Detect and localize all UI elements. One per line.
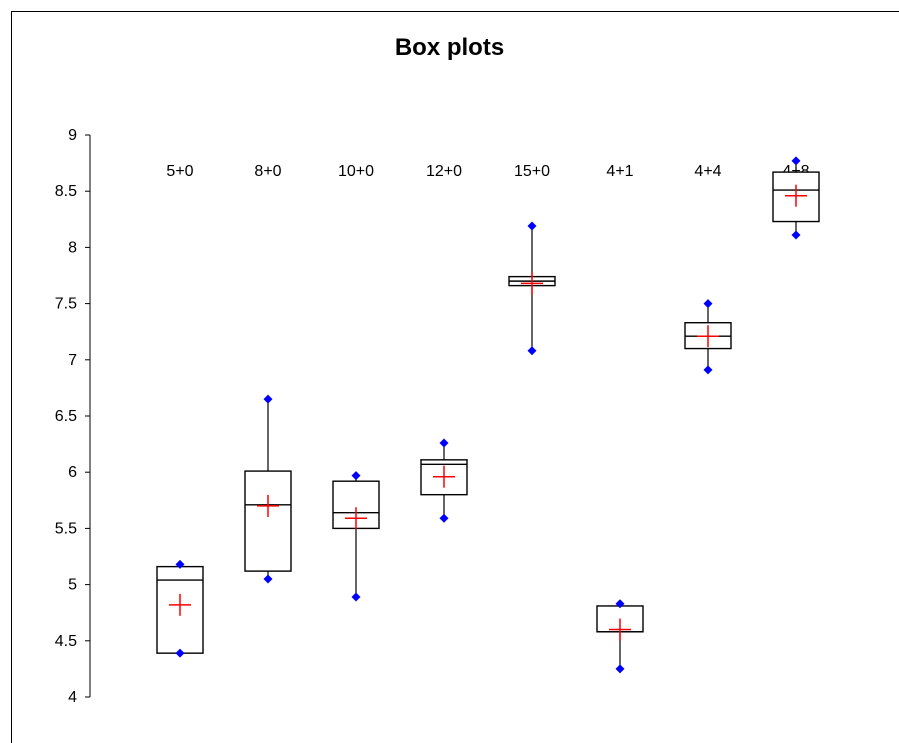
y-tick-label: 6.5 [55, 408, 77, 425]
y-tick-label: 5.5 [55, 520, 77, 537]
max-point [175, 559, 185, 569]
category-label: 12+0 [426, 163, 462, 180]
y-tick-label: 4.5 [55, 633, 77, 650]
y-tick-label: 9 [68, 127, 77, 144]
max-point [263, 394, 273, 404]
min-point [703, 365, 713, 375]
min-point [615, 664, 625, 674]
y-tick-label: 5 [68, 577, 77, 594]
y-tick-label: 6 [68, 464, 77, 481]
y-tick-label: 8 [68, 239, 77, 256]
chart-frame [11, 11, 899, 743]
max-point [527, 221, 537, 231]
min-point [439, 513, 449, 523]
y-tick-label: 4 [68, 689, 77, 706]
category-label: 8+0 [254, 163, 281, 180]
category-label: 4+1 [606, 163, 633, 180]
category-label: 5+0 [166, 163, 193, 180]
y-tick-label: 7 [68, 352, 77, 369]
max-point [703, 299, 713, 309]
box [244, 470, 292, 572]
min-point [791, 230, 801, 240]
max-point [791, 156, 801, 166]
category-label: 4+4 [694, 163, 721, 180]
min-point [175, 648, 185, 658]
y-tick-label: 8.5 [55, 183, 77, 200]
chart-title: Box plots [394, 34, 505, 61]
max-point [439, 438, 449, 448]
min-point [527, 346, 537, 356]
max-point [615, 599, 625, 609]
max-point [351, 471, 361, 481]
min-point [351, 592, 361, 602]
category-label: 10+0 [338, 163, 374, 180]
y-tick-label: 7.5 [55, 296, 77, 313]
min-point [263, 574, 273, 584]
category-label: 15+0 [514, 163, 550, 180]
